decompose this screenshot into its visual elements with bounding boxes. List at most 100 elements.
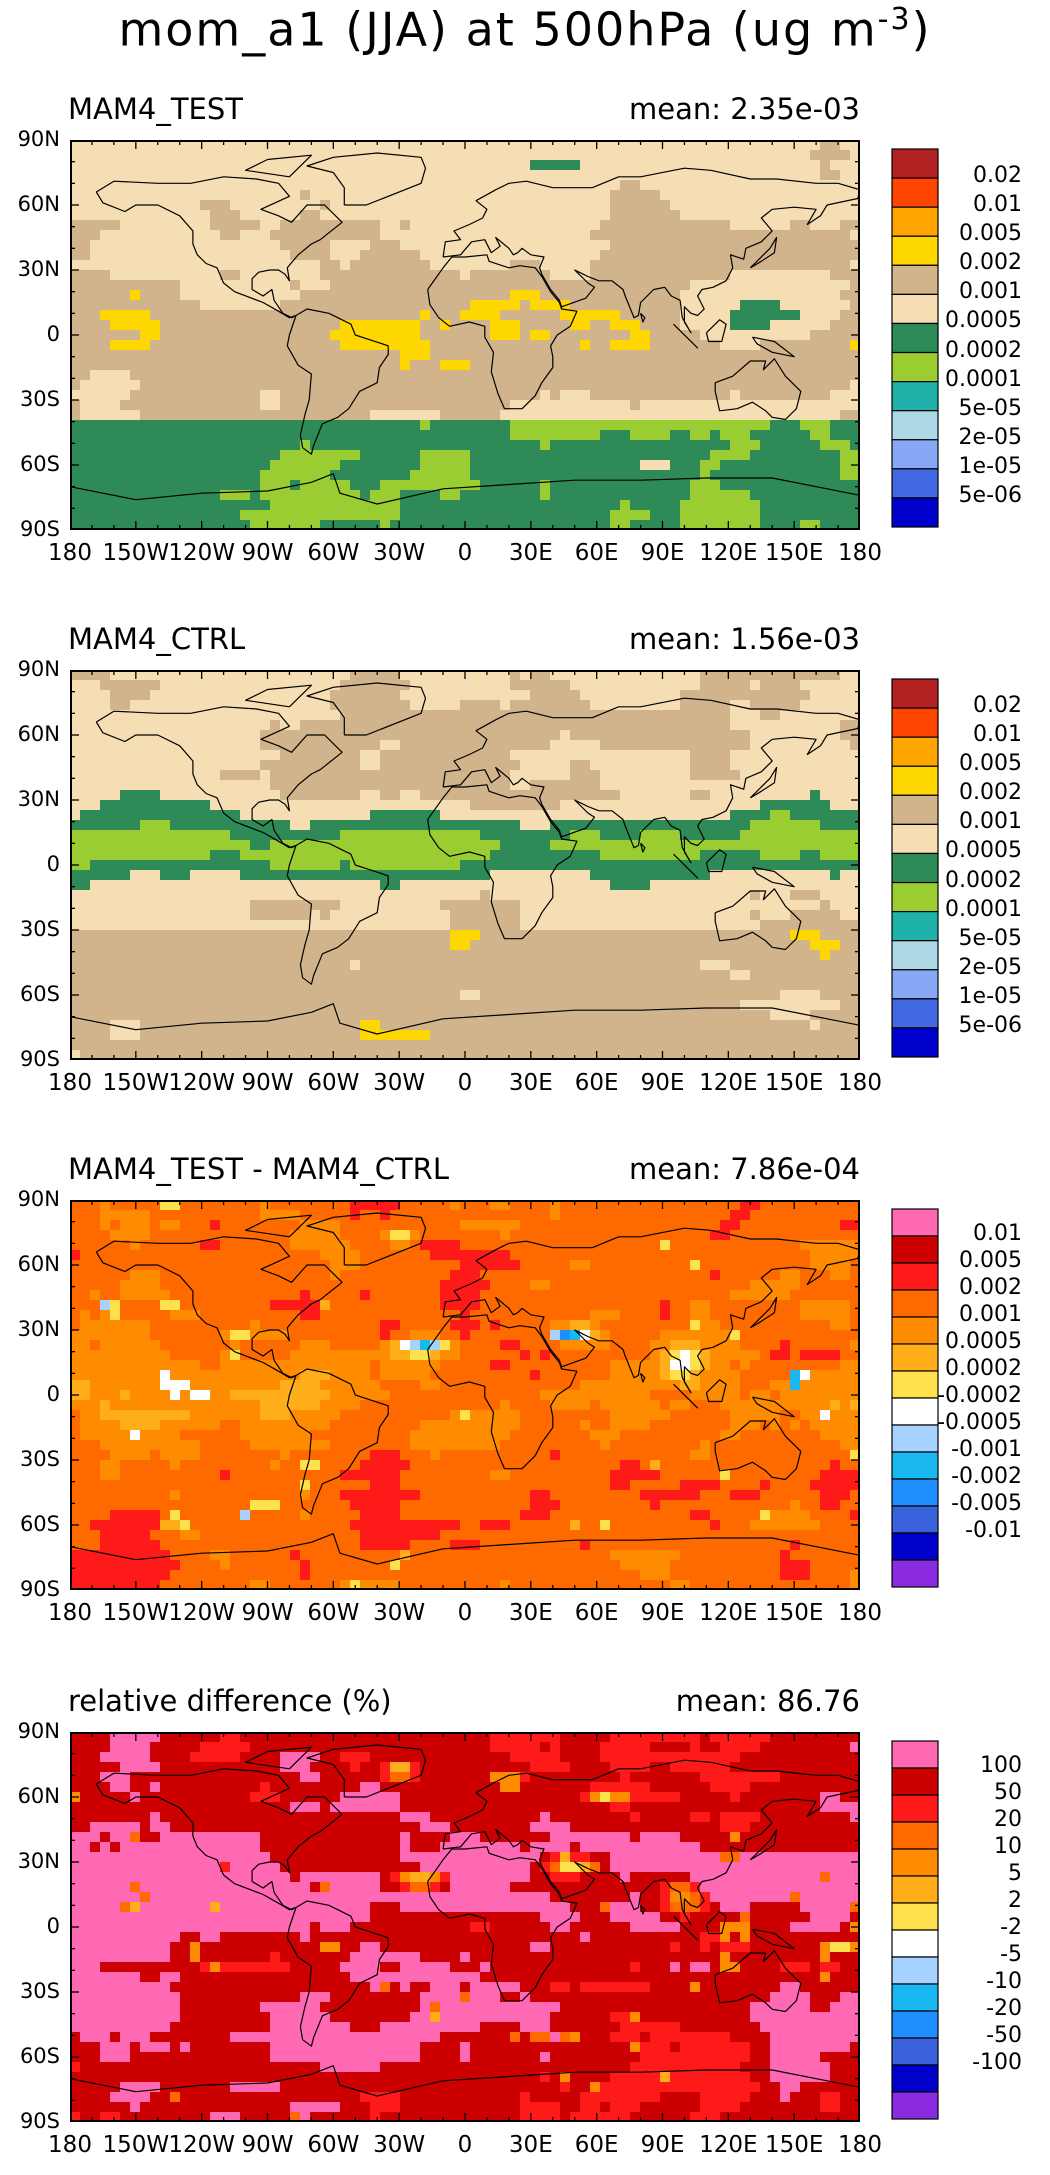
lon-tick-label: 90E (640, 1070, 685, 1096)
panel-mean: mean: 2.35e-03 (628, 92, 860, 126)
colorbar-swatch (891, 1532, 939, 1561)
colorbar-label: 0.005 (959, 1248, 1022, 1273)
panel-label: MAM4_TEST - MAM4_CTRL (68, 1152, 449, 1186)
lat-tick-label: 30S (19, 917, 60, 941)
colorbar-swatch (891, 2010, 939, 2039)
lon-tick-label: 90W (241, 540, 294, 566)
colorbar-label: -0.001 (951, 1437, 1022, 1462)
colorbar-swatch (891, 264, 939, 295)
colorbar-label: 10 (994, 1834, 1022, 1859)
lon-tick-label: 60W (307, 2132, 360, 2158)
lon-tick-label: 150W (102, 540, 170, 566)
lon-tick-label: 180 (48, 2132, 92, 2158)
colorbar-swatch (891, 177, 939, 208)
lon-tick-label: 30E (508, 1070, 553, 1096)
colorbar-label: -0.01 (965, 1518, 1022, 1543)
lon-tick-label: 180 (48, 1600, 92, 1626)
lon-tick-label: 150W (102, 1600, 170, 1626)
figure-title: mom_a1 (JJA) at 500hPa (ug m-3) (118, 2, 932, 57)
lat-tick-label: 60N (17, 192, 60, 216)
colorbar-label: -100 (972, 2050, 1022, 2075)
colorbar-swatch (891, 1740, 939, 1769)
lon-tick-label: 120E (699, 1070, 758, 1096)
colorbar-swatch (891, 1505, 939, 1534)
lon-tick-label: 60E (574, 1070, 619, 1096)
colorbar-label: -0.0002 (937, 1383, 1022, 1408)
lat-tick-label: 60N (17, 722, 60, 746)
colorbar-label: -5 (1000, 1942, 1022, 1967)
colorbar-swatch (891, 1397, 939, 1426)
colorbar-swatch (891, 1983, 939, 2012)
lat-tick-label: 90N (17, 1187, 60, 1211)
colorbar-swatch (891, 410, 939, 441)
map-frame (70, 1200, 860, 1590)
colorbar-swatch (891, 381, 939, 412)
map-panel-1 (70, 140, 860, 530)
lon-tick-label: 60W (307, 540, 360, 566)
lon-tick-label: 90W (241, 1600, 294, 1626)
colorbar-label: 5e-06 (958, 1012, 1022, 1038)
lon-tick-label: 150E (764, 1070, 824, 1096)
lat-tick-label: 30S (19, 1447, 60, 1471)
lat-tick-label: 30N (17, 1317, 60, 1341)
coastlines (70, 152, 860, 505)
colorbar-label: 0.001 (959, 1302, 1022, 1327)
colorbar-label: 2e-05 (958, 954, 1022, 980)
lon-tick-label: 120E (699, 1600, 758, 1626)
lon-tick-label: 60E (574, 2132, 619, 2158)
colorbar-label: 0.0005 (945, 838, 1022, 864)
colorbar-label: 0.0002 (945, 867, 1022, 893)
colorbar-swatch (891, 794, 939, 825)
lat-tick-label: 90N (17, 657, 60, 681)
colorbar (891, 1208, 939, 1588)
lon-tick-label: 90W (241, 1070, 294, 1096)
colorbar-label: 0.0001 (945, 366, 1022, 392)
coastlines (70, 1212, 860, 1565)
colorbar-label: -50 (986, 2023, 1022, 2048)
colorbar-swatch (891, 998, 939, 1029)
lon-tick-label: 0 (457, 2132, 473, 2158)
colorbar-label: 1e-05 (958, 453, 1022, 479)
lon-tick-label: 30E (508, 2132, 553, 2158)
lat-tick-label: 90N (17, 1719, 60, 1743)
map-frame (70, 670, 860, 1060)
colorbar-swatch (891, 678, 939, 709)
lon-tick-label: 30W (373, 1070, 426, 1096)
colorbar-swatch (891, 1902, 939, 1931)
colorbar-label: -20 (986, 1996, 1022, 2021)
panel-label: relative difference (%) (68, 1684, 392, 1718)
colorbar-label: -0.002 (951, 1464, 1022, 1489)
lat-tick-label: 0 (46, 852, 60, 876)
colorbar-label: -10 (986, 1969, 1022, 1994)
colorbar-swatch (891, 1956, 939, 1985)
lat-tick-label: 60S (19, 452, 60, 476)
colorbar-label: 0.01 (973, 722, 1022, 748)
lon-tick-label: 60E (574, 540, 619, 566)
lon-tick-label: 60W (307, 1070, 360, 1096)
colorbar-label: 20 (994, 1807, 1022, 1832)
lon-tick-label: 0 (457, 1070, 473, 1096)
colorbar-label: 5e-05 (958, 925, 1022, 951)
colorbar-swatch (891, 468, 939, 499)
lon-tick-label: 90E (640, 540, 685, 566)
colorbar-swatch (891, 736, 939, 767)
lat-tick-label: 60N (17, 1252, 60, 1276)
map-panel-3 (70, 1200, 860, 1590)
colorbar-label: 0.01 (973, 1221, 1022, 1246)
lon-tick-label: 180 (838, 2132, 882, 2158)
lon-tick-label: 30W (373, 1600, 426, 1626)
colorbar-label: 0.002 (959, 1275, 1022, 1300)
colorbar-label: -0.005 (951, 1491, 1022, 1516)
colorbar-swatch (891, 852, 939, 884)
colorbar-label: 0.02 (973, 163, 1022, 189)
lon-tick-label: 120W (168, 1600, 235, 1626)
lon-tick-label: 150E (764, 1600, 824, 1626)
colorbar-swatch (891, 2037, 939, 2066)
lon-tick-label: 60W (307, 1600, 360, 1626)
colorbar-swatch (891, 1451, 939, 1480)
colorbar-swatch (891, 1478, 939, 1507)
lon-tick-label: 150W (102, 1070, 170, 1096)
lat-tick-label: 30N (17, 787, 60, 811)
colorbar-label: 0.005 (959, 751, 1022, 777)
lon-tick-label: 30W (373, 540, 426, 566)
